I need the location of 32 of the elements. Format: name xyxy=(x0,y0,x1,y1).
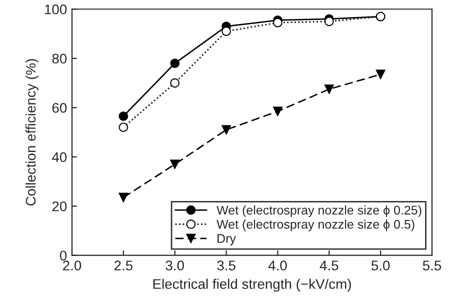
point xyxy=(324,16,334,26)
point xyxy=(273,18,282,28)
point xyxy=(273,106,282,116)
point xyxy=(324,84,334,94)
x-axis-title: Electrical field strength (−kV/cm) xyxy=(153,278,351,292)
y-tick-label: 100 xyxy=(45,4,67,14)
legend-label: Wet (electrospray nozzle size ϕ 0.5) xyxy=(216,220,414,232)
y-tick-label: 80 xyxy=(52,54,67,64)
x-tick-label: 5.0 xyxy=(371,260,390,270)
x-tick-label: 4.5 xyxy=(320,260,338,270)
point xyxy=(170,58,180,68)
point xyxy=(118,122,128,132)
point xyxy=(170,78,180,88)
point xyxy=(222,26,231,36)
y-tick-label: 60 xyxy=(52,102,67,113)
point xyxy=(118,192,128,202)
point xyxy=(170,160,180,169)
x-tick-label: 3.0 xyxy=(166,260,184,270)
y-axis-title: Collection efficiency (%) xyxy=(25,59,38,206)
legend-label: Wet (electrospray nozzle size ϕ 0.25) xyxy=(216,205,422,218)
x-tick-label: 3.5 xyxy=(217,260,236,270)
y-tick-label: 20 xyxy=(52,201,67,212)
point xyxy=(118,112,128,121)
y-tick-label: 0 xyxy=(60,250,67,261)
x-tick-label: 2.0 xyxy=(63,260,82,270)
legend-label: Dry xyxy=(218,234,236,246)
point xyxy=(222,125,231,134)
x-tick-label: 2.5 xyxy=(114,260,132,270)
y-tick-label: 40 xyxy=(52,152,67,162)
x-tick-label: 4.0 xyxy=(268,260,287,270)
x-tick-label: 5.5 xyxy=(422,260,442,270)
point xyxy=(376,70,386,80)
